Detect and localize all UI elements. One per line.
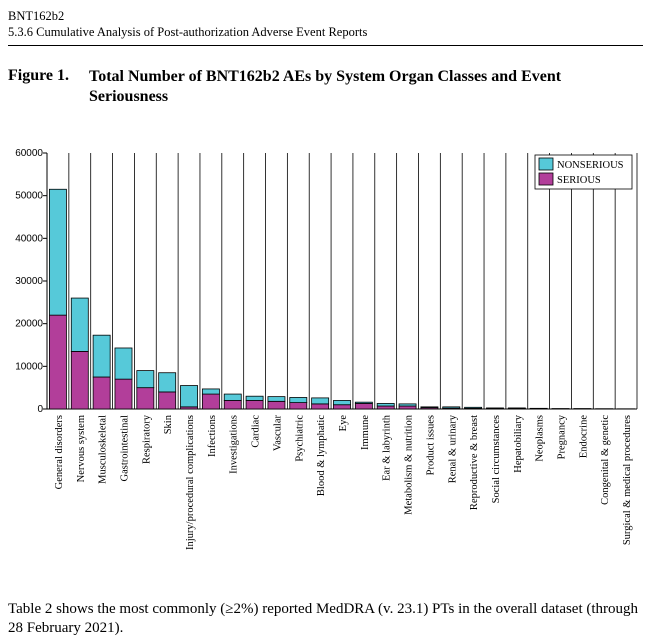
bar-serious-5 (159, 392, 176, 409)
x-tick-label: Social circumstances (491, 415, 502, 503)
bar-nonserious-2 (93, 335, 110, 377)
y-tick-label: 50000 (15, 191, 43, 202)
bar-serious-13 (333, 405, 350, 409)
bar-nonserious-15 (377, 403, 394, 406)
x-tick-label: Musculoskeletal (98, 415, 109, 484)
bar-serious-0 (49, 315, 66, 409)
header-rule (8, 45, 643, 46)
bar-serious-7 (202, 394, 219, 409)
x-tick-label: Blood & lymphatic (316, 415, 327, 496)
bar-nonserious-10 (268, 397, 285, 402)
x-tick-label: Hepatobiliary (513, 414, 524, 472)
bar-nonserious-4 (137, 371, 154, 388)
x-tick-label: Injury/procedural complications (185, 415, 196, 550)
legend-swatch-nonserious (539, 158, 553, 170)
x-tick-label: Pregnancy (557, 414, 568, 459)
x-tick-label: Endocrine (578, 415, 589, 458)
x-tick-label: Reproductive & breast (469, 415, 480, 510)
body-paragraph: Table 2 shows the most commonly (≥2%) re… (8, 600, 648, 638)
y-tick-label: 0 (37, 404, 43, 415)
bar-serious-1 (71, 351, 88, 409)
legend-label-nonserious: NONSERIOUS (557, 160, 624, 171)
figure-label: Figure 1. (8, 67, 69, 85)
y-tick-label: 30000 (15, 276, 43, 287)
bar-serious-16 (399, 406, 416, 409)
x-tick-label: General disorders (54, 415, 65, 489)
bar-serious-11 (290, 403, 307, 409)
bar-nonserious-6 (181, 386, 198, 407)
x-tick-label: Respiratory (141, 414, 152, 464)
figure-title: Total Number of BNT162b2 AEs by System O… (89, 67, 629, 107)
x-tick-label: Neoplasms (535, 415, 546, 462)
bar-nonserious-17 (421, 407, 438, 408)
x-tick-label: Eye (338, 415, 349, 432)
bar-nonserious-16 (399, 404, 416, 406)
bar-nonserious-9 (246, 396, 263, 400)
x-tick-label: Infections (207, 415, 218, 457)
bar-nonserious-5 (159, 373, 176, 392)
y-tick-label: 20000 (15, 319, 43, 330)
legend-swatch-serious (539, 173, 553, 185)
header-product: BNT162b2 (8, 9, 64, 24)
bar-nonserious-19 (465, 407, 482, 408)
bar-nonserious-12 (312, 398, 329, 404)
x-tick-label: Investigations (229, 415, 240, 474)
bar-serious-12 (312, 404, 329, 409)
header-section: 5.3.6 Cumulative Analysis of Post-author… (8, 25, 367, 40)
x-tick-label: Congenital & genetic (600, 415, 611, 505)
x-tick-label: Renal & urinary (447, 414, 458, 483)
bar-serious-4 (137, 388, 154, 409)
x-tick-label: Metabolism & nutrition (404, 414, 415, 514)
x-tick-label: Surgical & medical procedures (622, 415, 633, 545)
bar-nonserious-18 (443, 407, 460, 408)
bar-serious-8 (224, 400, 241, 409)
bar-nonserious-20 (486, 408, 503, 409)
stacked-bar-chart: 0 10000 20000 30000 40000 50000 60000 General d… (0, 140, 650, 580)
x-tick-label: Psychiatric (294, 415, 305, 462)
bar-serious-3 (115, 379, 132, 409)
bar-nonserious-14 (355, 402, 372, 403)
x-tick-label: Product issues (425, 415, 436, 475)
bar-serious-9 (246, 400, 263, 409)
x-tick-label: Nervous system (76, 415, 87, 482)
y-tick-label: 60000 (15, 148, 43, 159)
bar-serious-15 (377, 406, 394, 409)
x-tick-label: Immune (360, 415, 371, 450)
bar-nonserious-8 (224, 394, 241, 400)
bar-nonserious-3 (115, 348, 132, 379)
bar-serious-10 (268, 401, 285, 409)
bar-nonserious-13 (333, 400, 350, 404)
bar-nonserious-1 (71, 298, 88, 351)
x-tick-label: Vascular (272, 415, 283, 452)
legend-label-serious: SERIOUS (557, 175, 601, 186)
x-tick-label: Gastrointestinal (119, 415, 130, 482)
bar-nonserious-11 (290, 397, 307, 402)
x-tick-label: Cardiac (251, 415, 262, 448)
bar-nonserious-0 (49, 189, 66, 315)
bar-nonserious-7 (202, 389, 219, 394)
x-tick-label: Ear & labyrinth (382, 414, 393, 481)
bar-serious-14 (355, 403, 372, 409)
y-tick-label: 10000 (15, 361, 43, 372)
bar-serious-2 (93, 377, 110, 409)
y-tick-label: 40000 (15, 233, 43, 244)
x-tick-label: Skin (163, 414, 174, 434)
